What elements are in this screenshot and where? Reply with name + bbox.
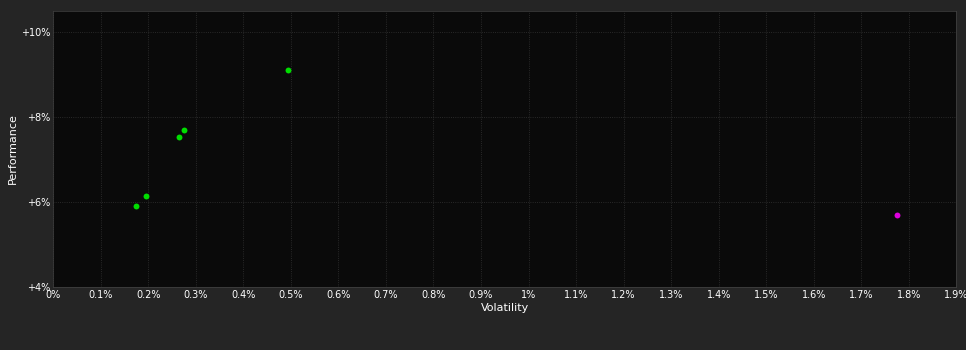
X-axis label: Volatility: Volatility xyxy=(481,302,528,313)
Point xyxy=(281,67,297,73)
Point xyxy=(138,193,154,198)
Point xyxy=(176,127,191,132)
Point xyxy=(889,212,904,217)
Point xyxy=(171,134,186,140)
Y-axis label: Performance: Performance xyxy=(8,113,18,184)
Point xyxy=(128,203,144,209)
